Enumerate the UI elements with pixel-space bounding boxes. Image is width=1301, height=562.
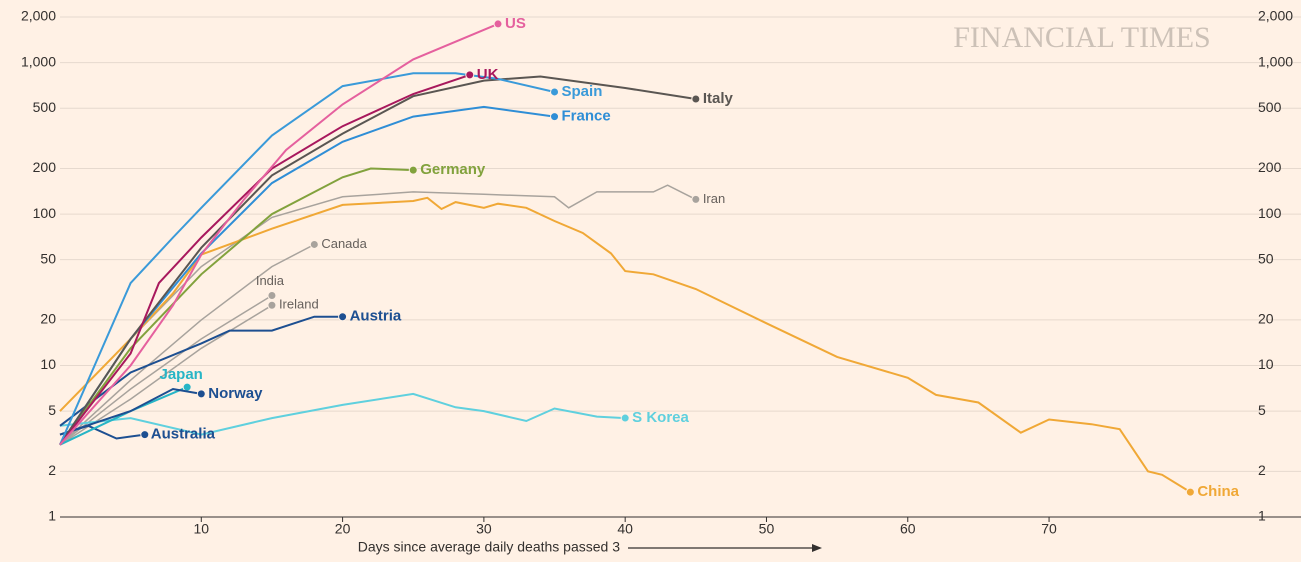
end-point (309, 239, 319, 249)
series-line (59, 294, 273, 446)
y-tick-label-right: 200 (1258, 159, 1282, 175)
series-line (59, 315, 343, 427)
end-point (620, 413, 630, 423)
end-point (408, 165, 418, 175)
series-line (59, 184, 697, 412)
y-tick-label: 500 (33, 99, 57, 115)
end-point (267, 300, 277, 310)
series-label: UK (477, 66, 499, 83)
series-line (59, 392, 626, 436)
series-label: S Korea (632, 409, 689, 426)
end-point (1185, 487, 1195, 497)
series-line (59, 75, 696, 446)
series-label: India (256, 273, 285, 288)
series-line (59, 72, 555, 446)
y-tick-label-right: 20 (1258, 311, 1274, 327)
x-tick-label: 70 (1041, 521, 1057, 537)
y-tick-label-right: 2 (1258, 462, 1266, 478)
series-label: Canada (321, 236, 367, 251)
x-axis-label: Days since average daily deaths passed 3 (358, 539, 620, 555)
series-label: Ireland (279, 297, 319, 312)
end-point (691, 94, 701, 104)
x-tick-label: 40 (617, 521, 633, 537)
series-label: Australia (151, 426, 216, 443)
series-line (59, 243, 315, 446)
x-axis-arrowhead (812, 544, 822, 552)
y-tick-label: 10 (40, 356, 56, 372)
x-tick-label: 10 (194, 521, 210, 537)
series-label: France (562, 108, 611, 125)
end-point (465, 70, 475, 80)
end-point (338, 312, 348, 322)
y-tick-label-right: 10 (1258, 356, 1274, 372)
end-point (140, 430, 150, 440)
series-label: China (1197, 483, 1239, 500)
x-tick-label: 20 (335, 521, 351, 537)
series-line (59, 386, 188, 446)
series-label: Spain (562, 83, 603, 100)
series-line (59, 167, 414, 446)
end-point (182, 382, 192, 392)
end-point (550, 112, 560, 122)
series-line (59, 196, 1191, 493)
y-tick-label: 1 (48, 508, 56, 524)
series-line (59, 22, 499, 446)
y-tick-label-right: 1,000 (1258, 53, 1293, 69)
y-tick-label: 20 (40, 311, 56, 327)
series-label: Japan (159, 366, 202, 383)
y-tick-label-right: 50 (1258, 250, 1274, 266)
series-label: Austria (350, 308, 402, 325)
series-label: Germany (420, 161, 486, 178)
y-tick-label-right: 500 (1258, 99, 1282, 115)
series-line (59, 387, 202, 436)
y-tick-label-right: 100 (1258, 205, 1282, 221)
y-tick-label: 200 (33, 159, 57, 175)
y-tick-label: 1,000 (21, 53, 56, 69)
y-tick-label: 50 (40, 250, 56, 266)
series-line (59, 73, 471, 446)
x-tick-label: 50 (759, 521, 775, 537)
y-tick-label: 100 (33, 205, 57, 221)
series-label: Iran (703, 191, 725, 206)
y-tick-label: 2,000 (21, 8, 56, 24)
end-point (196, 389, 206, 399)
series-label: Norway (208, 385, 263, 402)
watermark: FINANCIAL TIMES (953, 21, 1211, 54)
end-point (550, 87, 560, 97)
x-tick-label: 60 (900, 521, 916, 537)
y-tick-label-right: 2,000 (1258, 8, 1293, 24)
series-label: US (505, 15, 526, 32)
end-point (493, 19, 503, 29)
y-tick-label-right: 1 (1258, 508, 1266, 524)
end-point (691, 194, 701, 204)
y-tick-label: 2 (48, 462, 56, 478)
y-tick-label: 5 (48, 402, 56, 418)
series-label: Italy (703, 90, 734, 107)
x-tick-label: 30 (476, 521, 492, 537)
y-tick-label-right: 5 (1258, 402, 1266, 418)
end-point (267, 290, 277, 300)
